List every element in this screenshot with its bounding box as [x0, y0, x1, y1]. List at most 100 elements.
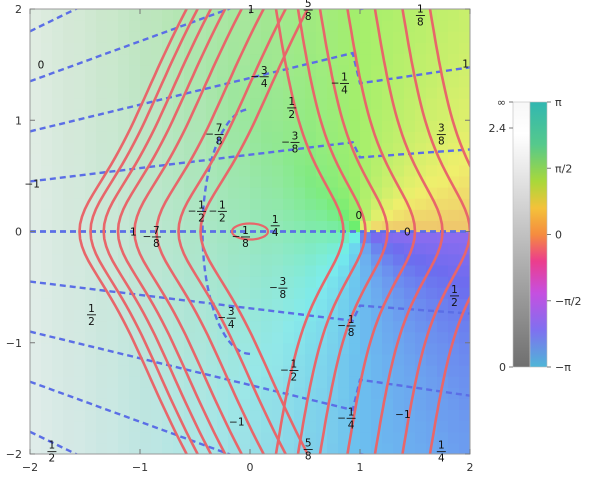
- phase-cell: [250, 187, 262, 199]
- phase-cell: [415, 209, 427, 221]
- phase-cell: [448, 276, 460, 288]
- phase-cell: [459, 209, 470, 221]
- phase-cell: [107, 365, 119, 377]
- phase-cell: [118, 42, 130, 55]
- phase-cell: [448, 42, 460, 55]
- phase-cell: [41, 142, 53, 155]
- phase-cell: [349, 220, 361, 233]
- phase-cell: [250, 98, 262, 110]
- phase-cell: [140, 209, 152, 221]
- phase-cell: [85, 153, 97, 166]
- phase-cell: [415, 276, 427, 288]
- phase-cell: [305, 331, 317, 344]
- phase-cell: [426, 331, 438, 344]
- phase-cell: [195, 198, 207, 210]
- phase-cell: [162, 309, 174, 322]
- phase-cell: [195, 376, 207, 388]
- phase-cell: [327, 231, 339, 244]
- phase-cell: [173, 442, 185, 454]
- phase-cell: [360, 75, 372, 88]
- phase-cell: [162, 298, 174, 310]
- phase-cell: [30, 287, 42, 299]
- contour-label-denominator: 4: [341, 84, 348, 96]
- phase-cell: [228, 242, 240, 255]
- phase-cell: [107, 409, 119, 422]
- phase-cell: [305, 164, 317, 177]
- phase-cell: [272, 98, 284, 110]
- phase-cell: [305, 287, 317, 299]
- phase-cell: [173, 320, 185, 333]
- phase-cell: [118, 264, 130, 277]
- phase-cell: [74, 264, 86, 277]
- phase-cell: [426, 309, 438, 322]
- phase-cell: [129, 131, 141, 144]
- phase-cell: [30, 431, 42, 444]
- contour-label-text: 1: [248, 4, 255, 16]
- phase-cell: [294, 220, 306, 233]
- contour-label-numerator: 3: [228, 306, 235, 318]
- phase-cell: [272, 109, 284, 121]
- phase-cell: [250, 120, 262, 132]
- phase-cell: [338, 187, 350, 199]
- phase-cell: [371, 209, 383, 221]
- phase-cell: [206, 187, 218, 199]
- phase-cell: [239, 353, 251, 366]
- phase-cell: [41, 31, 53, 43]
- phase-cell: [30, 86, 42, 99]
- phase-cell: [305, 31, 317, 43]
- phase-cell: [41, 431, 53, 444]
- phase-cell: [437, 109, 449, 121]
- phase-cell: [261, 242, 273, 255]
- phase-cell: [459, 264, 470, 277]
- phase-cell: [63, 98, 75, 110]
- phase-cell: [261, 64, 273, 77]
- phase-cell: [107, 264, 119, 277]
- contour-label-denominator: 8: [216, 136, 223, 148]
- contour-label-sign: −: [205, 129, 214, 141]
- phase-cell: [283, 309, 295, 322]
- phase-cell: [195, 187, 207, 199]
- phase-cell: [195, 309, 207, 322]
- phase-cell: [393, 64, 405, 77]
- contour-label-denominator: 8: [305, 450, 312, 462]
- phase-cell: [63, 276, 75, 288]
- phase-cell: [118, 20, 130, 32]
- phase-cell: [437, 264, 449, 277]
- phase-cell: [338, 365, 350, 377]
- phase-cell: [118, 309, 130, 322]
- contour-label-sign: −: [337, 320, 346, 332]
- phase-cell: [118, 131, 130, 144]
- phase-contour: [30, 330, 470, 412]
- phase-cell: [448, 31, 460, 43]
- phase-cell: [140, 264, 152, 277]
- phase-cell: [228, 309, 240, 322]
- phase-cell: [217, 187, 229, 199]
- phase-cell: [63, 153, 75, 166]
- phase-cell: [283, 187, 295, 199]
- phase-cell: [129, 398, 141, 411]
- phase-cell: [85, 142, 97, 155]
- phase-cell: [239, 298, 251, 310]
- phase-cell: [206, 253, 218, 266]
- phase-cell: [459, 253, 470, 266]
- contour-label-numerator: 1: [49, 440, 56, 452]
- phase-cell: [85, 242, 97, 255]
- phase-cell: [206, 120, 218, 132]
- contour-label-denominator: 4: [261, 78, 268, 90]
- phase-cell: [239, 253, 251, 266]
- y-tick-label: −2: [6, 448, 22, 461]
- contour-label: −78: [143, 225, 161, 250]
- phase-cell: [239, 198, 251, 210]
- phase-cell: [349, 64, 361, 77]
- phase-cell: [63, 142, 75, 155]
- phase-cell: [437, 420, 449, 433]
- phase-cell: [272, 309, 284, 322]
- phase-cell: [140, 242, 152, 255]
- phase-cell: [162, 365, 174, 377]
- phase-cell: [404, 420, 416, 433]
- phase-cell: [41, 42, 53, 55]
- phase-cell: [283, 298, 295, 310]
- phase-cell: [228, 175, 240, 188]
- phase-cell: [195, 320, 207, 333]
